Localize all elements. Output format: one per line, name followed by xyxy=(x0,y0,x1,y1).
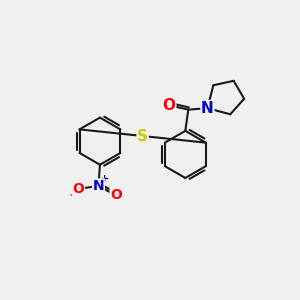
Text: -: - xyxy=(70,188,75,202)
Text: O: O xyxy=(73,182,84,196)
Text: N: N xyxy=(93,179,104,193)
Text: O: O xyxy=(163,98,176,113)
Text: +: + xyxy=(100,174,109,184)
Text: N: N xyxy=(201,101,214,116)
Text: S: S xyxy=(137,128,148,143)
Text: O: O xyxy=(110,188,122,202)
